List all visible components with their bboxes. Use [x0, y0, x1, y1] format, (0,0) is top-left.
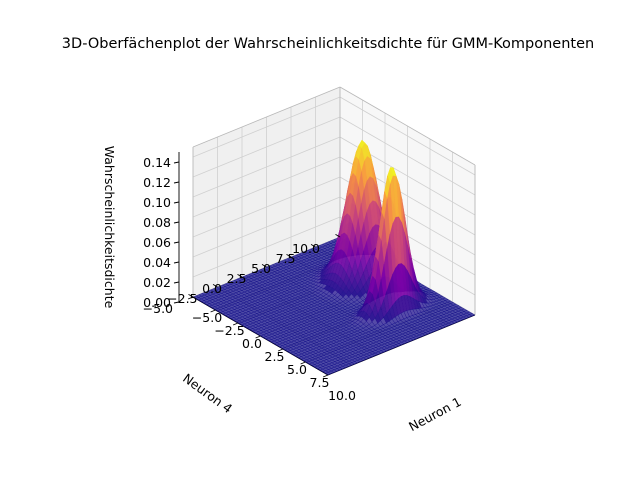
- z-tick-mark: [173, 201, 180, 204]
- x-tick-label: 10.0: [328, 388, 356, 403]
- z-tick-mark: [173, 161, 180, 164]
- y-tick-label: 0.0: [202, 281, 222, 296]
- grid-line-z-right: [339, 96, 476, 176]
- x-tick-mark: [255, 335, 261, 339]
- y-tick-mark: [188, 294, 194, 298]
- density-surface: [192, 139, 476, 376]
- x-tick-label: 0.0: [242, 336, 262, 351]
- z-tick-mark: [173, 221, 180, 224]
- x-axis-label: Neuron 1: [406, 394, 464, 434]
- z-tick-label: 0.00: [143, 295, 171, 310]
- y-tick-mark: [310, 244, 316, 248]
- grid-line-z-left: [192, 176, 341, 238]
- y-tick-label: −2.5: [167, 291, 197, 306]
- grid-line-z-left: [192, 116, 341, 178]
- x-tick-mark: [187, 296, 194, 300]
- x-tick-label: −5.0: [192, 310, 222, 325]
- grid-line-z-left: [192, 216, 341, 278]
- y-tick-mark: [335, 234, 341, 238]
- grid-line-z-left: [192, 196, 341, 258]
- y-tick-label: 2.5: [227, 271, 247, 286]
- z-tick-label: 0.06: [143, 235, 171, 250]
- pane-edge: [339, 86, 476, 166]
- y-tick-mark: [212, 284, 218, 288]
- z-tick-mark: [173, 261, 180, 264]
- grid-line-z-right: [339, 116, 476, 196]
- z-tick-label: 0.10: [143, 195, 171, 210]
- z-axis-label: Wahrscheinlichkeitsdichte: [102, 146, 117, 309]
- z-tick-mark: [173, 301, 180, 304]
- surface-facet: [324, 372, 332, 376]
- z-tick-label: 0.14: [143, 155, 171, 170]
- x-tick-mark: [232, 322, 239, 326]
- z-tick-mark: [173, 241, 180, 244]
- x-tick-mark: [277, 348, 284, 352]
- y-axis-label: Neuron 4: [180, 370, 235, 416]
- pane-edge: [192, 86, 341, 148]
- y-tick-label: 7.5: [276, 251, 296, 266]
- z-tick-label: 0.08: [143, 215, 171, 230]
- grid-line-z-left: [192, 156, 341, 218]
- x-tick-label: 7.5: [310, 375, 330, 390]
- chart-title: 3D-Oberfächenplot der Wahrscheinlichkeit…: [62, 36, 594, 52]
- axis-ticks: −5.0−2.50.02.55.07.510.0−5.0−2.50.02.55.…: [143, 155, 356, 403]
- x-tick-label: 2.5: [265, 349, 285, 364]
- y-tick-mark: [286, 254, 292, 258]
- z-tick-label: 0.04: [143, 255, 171, 270]
- x-tick-mark: [322, 374, 329, 378]
- y-tick-mark: [237, 274, 243, 278]
- grid-line-z-left: [192, 96, 341, 158]
- z-tick-label: 0.12: [143, 175, 171, 190]
- y-tick-mark: [261, 264, 267, 268]
- grid-line-z-left: [192, 136, 341, 198]
- x-tick-label: 5.0: [287, 362, 307, 377]
- y-tick-label: 5.0: [251, 261, 271, 276]
- z-tick-mark: [173, 181, 180, 184]
- x-tick-mark: [300, 361, 306, 365]
- x-tick-label: −2.5: [214, 323, 244, 338]
- x-tick-mark: [210, 309, 216, 313]
- z-tick-mark: [173, 281, 180, 284]
- z-tick-label: 0.02: [143, 275, 171, 290]
- y-tick-label: −5.0: [143, 301, 173, 316]
- y-tick-label: 10.0: [292, 241, 320, 256]
